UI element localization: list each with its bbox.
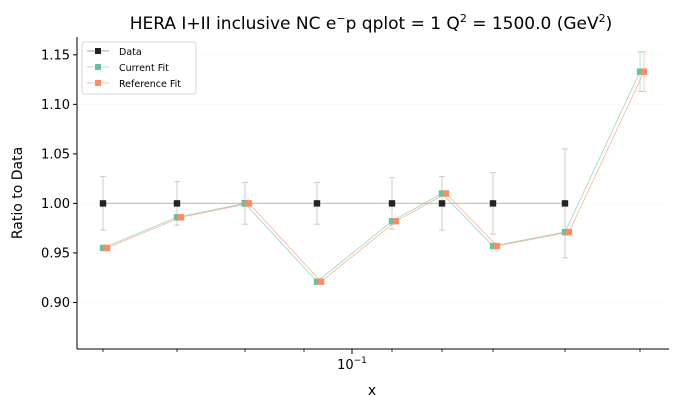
data-point-data (561, 200, 569, 207)
y-tick-label: 0.95 (41, 246, 70, 261)
data-point-data (99, 200, 107, 207)
data-point-reference-fit (565, 228, 573, 236)
data-point-current-fit (313, 278, 321, 285)
series-line-reference-fit (106, 71, 645, 283)
y-tick-label: 1.05 (41, 147, 70, 162)
data-point-reference-fit (245, 200, 253, 207)
x-tick-base: 10 (337, 358, 354, 373)
legend-label-current-fit: Current Fit (119, 63, 169, 74)
data-point-current-fit (561, 228, 569, 236)
legend-marker-data (95, 48, 101, 54)
x-tick-label: 10−1 (337, 356, 367, 373)
series-current-fit (99, 51, 644, 285)
data-point-reference-fit (317, 278, 325, 285)
data-point-current-fit (438, 190, 446, 197)
data-point-current-fit (636, 68, 644, 75)
data-point-current-fit (388, 218, 396, 225)
y-axis-label: Ratio to Data (10, 147, 26, 239)
title-part-end: ) (606, 14, 613, 34)
data-point-current-fit (173, 214, 181, 221)
legend: Data Current Fit Reference Fit (81, 41, 197, 95)
grid (77, 54, 669, 303)
data-point-data (489, 200, 497, 207)
y-tick-label: 1.10 (41, 98, 70, 113)
data-point-data (388, 200, 396, 207)
series-reference-fit (103, 51, 648, 285)
data-point-reference-fit (640, 68, 648, 75)
title-superscript-2b: 2 (599, 12, 606, 25)
title-superscript-2: 2 (460, 12, 467, 25)
data-point-reference-fit (103, 244, 111, 252)
legend-item-current-fit: Current Fit (87, 63, 169, 74)
series-data (99, 148, 569, 259)
title-part-eq: = 1500.0 (GeV (467, 14, 599, 34)
data-point-current-fit (489, 242, 497, 250)
y-tick-label: 1.00 (41, 197, 70, 212)
chart-title: HERA I+II inclusive NC e−p qplot = 1 Q2 … (130, 12, 613, 34)
y-tick-label: 0.90 (41, 296, 70, 311)
legend-label-data: Data (119, 47, 142, 58)
title-superscript-minus: − (336, 12, 345, 25)
data-point-data (173, 200, 181, 207)
legend-item-data: Data (87, 47, 142, 58)
y-ticks: 0.90 0.95 1.00 1.05 1.10 1.15 (41, 48, 77, 311)
data-point-current-fit (99, 244, 107, 252)
y-tick-label: 1.15 (41, 48, 70, 63)
legend-marker-current-fit (95, 64, 101, 70)
x-ticks (102, 349, 641, 354)
series-layer (99, 51, 648, 285)
data-point-current-fit (241, 200, 249, 207)
data-point-reference-fit (493, 242, 501, 250)
title-part-main: HERA I+II inclusive NC e (130, 14, 337, 34)
x-tick-exponent: −1 (354, 356, 367, 366)
data-point-reference-fit (392, 218, 400, 225)
series-line-current-fit (102, 71, 641, 283)
data-point-reference-fit (177, 214, 185, 221)
data-point-data (313, 200, 321, 207)
x-axis-label: x (368, 383, 376, 399)
data-point-reference-fit (442, 190, 450, 197)
title-part-mid: p qplot = 1 Q (346, 14, 460, 34)
legend-label-reference-fit: Reference Fit (119, 79, 181, 90)
legend-marker-reference-fit (95, 80, 101, 86)
legend-box (81, 41, 197, 95)
legend-item-reference-fit: Reference Fit (87, 79, 181, 90)
data-point-data (438, 200, 446, 207)
